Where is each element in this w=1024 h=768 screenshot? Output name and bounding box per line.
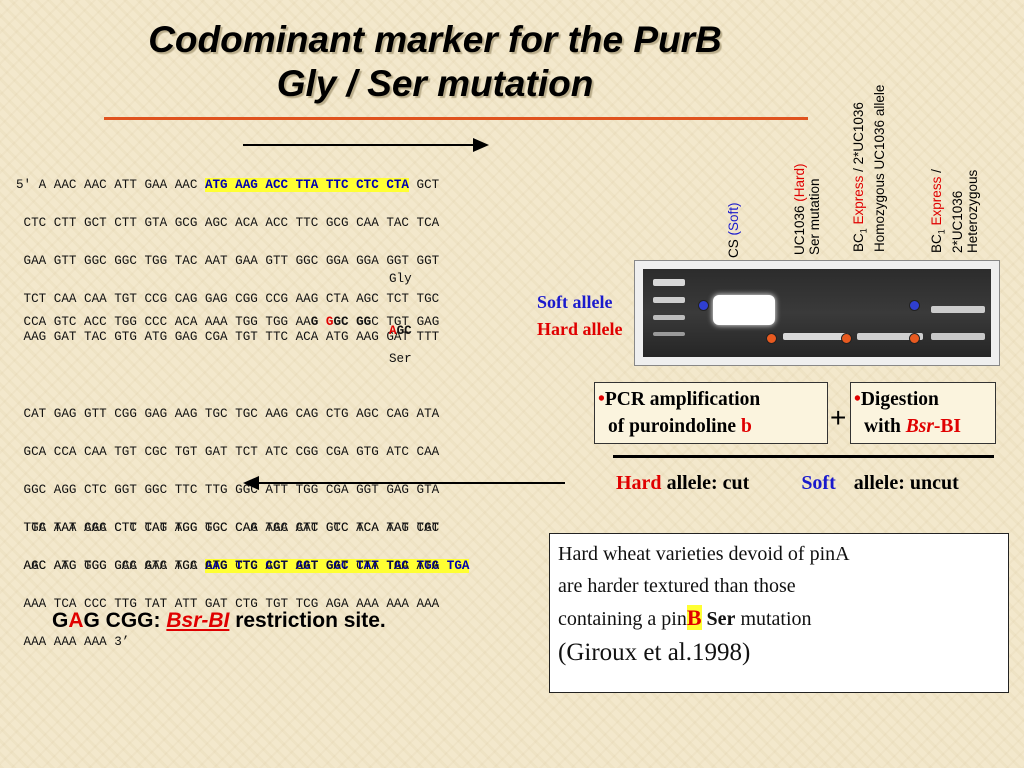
sequence-block-2: CAT GAG GTT CGG GAG AAG TGC TGC AAG CAG … (16, 386, 470, 595)
title-line-2: Gly / Ser mutation (276, 63, 594, 104)
forward-primer-arrow (243, 138, 489, 152)
sequence-line: 5' A AAC AAC ATT GAA AAC ATG AAG ACC TTA… (16, 178, 440, 192)
sequence-line: TTC AAA CAA CTT CAG AGG GCC CAG AGC CTC … (16, 521, 440, 535)
sequence-line: CTC CTT GCT CTT GTA GCG AGC ACA ACC TTC … (16, 216, 440, 230)
lane-label-bc1-heterozygous: BC1 Express / 2*UC1036 Heterozygous (929, 169, 980, 253)
sequence-line: AGC AAG TGG CAA ATA AGA GTG CTG AGT GAT … (16, 559, 440, 573)
sequence-line: CAT GAG GTT CGG GAG AAG TGC TGC AAG CAG … (16, 407, 440, 421)
uc1036-cut-band (783, 333, 849, 340)
sequence-line: AAG GAT TAC GTG ATG GAG CGA TGT TTC ACA … (16, 330, 440, 344)
sequence-line: AAC ATG GGC GCC GAC TGC AAG TTC CCT AGT … (16, 559, 470, 573)
mutation-sequence-line: CCA GTC ACC TGG CCC ACA AAA TGG TGG AAG … (16, 315, 440, 329)
ladder-band (653, 297, 685, 303)
mutated-base: G (325, 315, 334, 329)
sequence-line: TGA TAT AGC CTC TAT TCG TGC CAA TAA AAT … (16, 521, 440, 535)
lane-label-bc1-homozygous: BC1 Express / 2*UC1036 Homozygous UC1036… (851, 84, 887, 252)
hard-marker-dot (766, 333, 777, 344)
title-line-1: Codominant marker for the PurB (148, 19, 722, 60)
soft-marker-dot (698, 300, 709, 311)
ser-label: Ser (389, 352, 412, 366)
sequence-line: AAA TCA CCC TTG TAT ATT GAT CTG TGT TCG … (16, 597, 440, 611)
sequence-block-1: 5' A AAC AAC ATT GAA AAC ATG AAG ACC TTA… (16, 157, 439, 366)
ladder-band (653, 279, 685, 286)
soft-allele-label: Soft allele (537, 292, 613, 312)
sequence-line: GCA CCA CAA TGT CGC TGT GAT TCT ATC CGG … (16, 445, 440, 459)
plus-sign: + (830, 402, 847, 433)
sequence-line: AAA AAA AAA 3’ (16, 635, 130, 649)
ladder-band (653, 315, 685, 320)
pcr-amplification-box: •PCR amplification of puroindoline b (594, 382, 828, 444)
reverse-primer-arrow (243, 476, 565, 490)
soft-marker-dot (909, 300, 920, 311)
allele-digest-summary: Hard allele: cut Soft allele: uncut (616, 472, 959, 494)
lane-label-uc1036: UC1036 (Hard) Ser mutation (792, 163, 822, 255)
reverse-primer-site: AAG TTC CCT AGT GGC TAT TAC TGG TGA (204, 559, 470, 573)
restriction-site-caption: GAG CGG: Bsr-BI restriction site. (52, 609, 386, 632)
hard-allele-codon: AGC (389, 324, 412, 338)
lane-label-cs: CS (Soft) (726, 202, 741, 258)
bc1-homozygous-cut-band (857, 333, 923, 340)
sequence-line: GGC AGG CTC GGT GGC TTC TTG GGC ATT TGG … (16, 483, 440, 497)
citation-box: Hard wheat varieties devoid of pinA are … (549, 533, 1009, 693)
gly-label: Gly (389, 272, 412, 286)
forward-primer-site: ATG AAG ACC TTA TTC CTC CTA (204, 178, 409, 192)
hard-marker-dot (909, 333, 920, 344)
ladder-band (653, 332, 685, 336)
sequence-line: GAA GTT GGC GGC TGG TAC AAT GAA GTT GGC … (16, 254, 440, 268)
enzyme-name: Bsr-BI (166, 609, 230, 632)
sequence-block-3: TGA TAT AGC CTC TAT TCG TGC CAA TAA AAT … (16, 500, 440, 671)
slide-title: Codominant marker for the PurB Gly / Ser… (0, 18, 870, 106)
title-underline (104, 117, 808, 120)
cs-band (713, 295, 775, 325)
sequence-line: TCT CAA CAA TGT CCG CAG GAG CGG CCG AAG … (16, 292, 440, 306)
bc1-het-uncut-band (931, 306, 985, 313)
divider-line (613, 455, 994, 458)
digestion-box: •Digestion with Bsr-BI (850, 382, 996, 444)
hard-marker-dot (841, 333, 852, 344)
bc1-het-cut-band (931, 333, 985, 340)
hard-allele-label: Hard allele (537, 319, 623, 339)
gel-image (634, 260, 1000, 366)
